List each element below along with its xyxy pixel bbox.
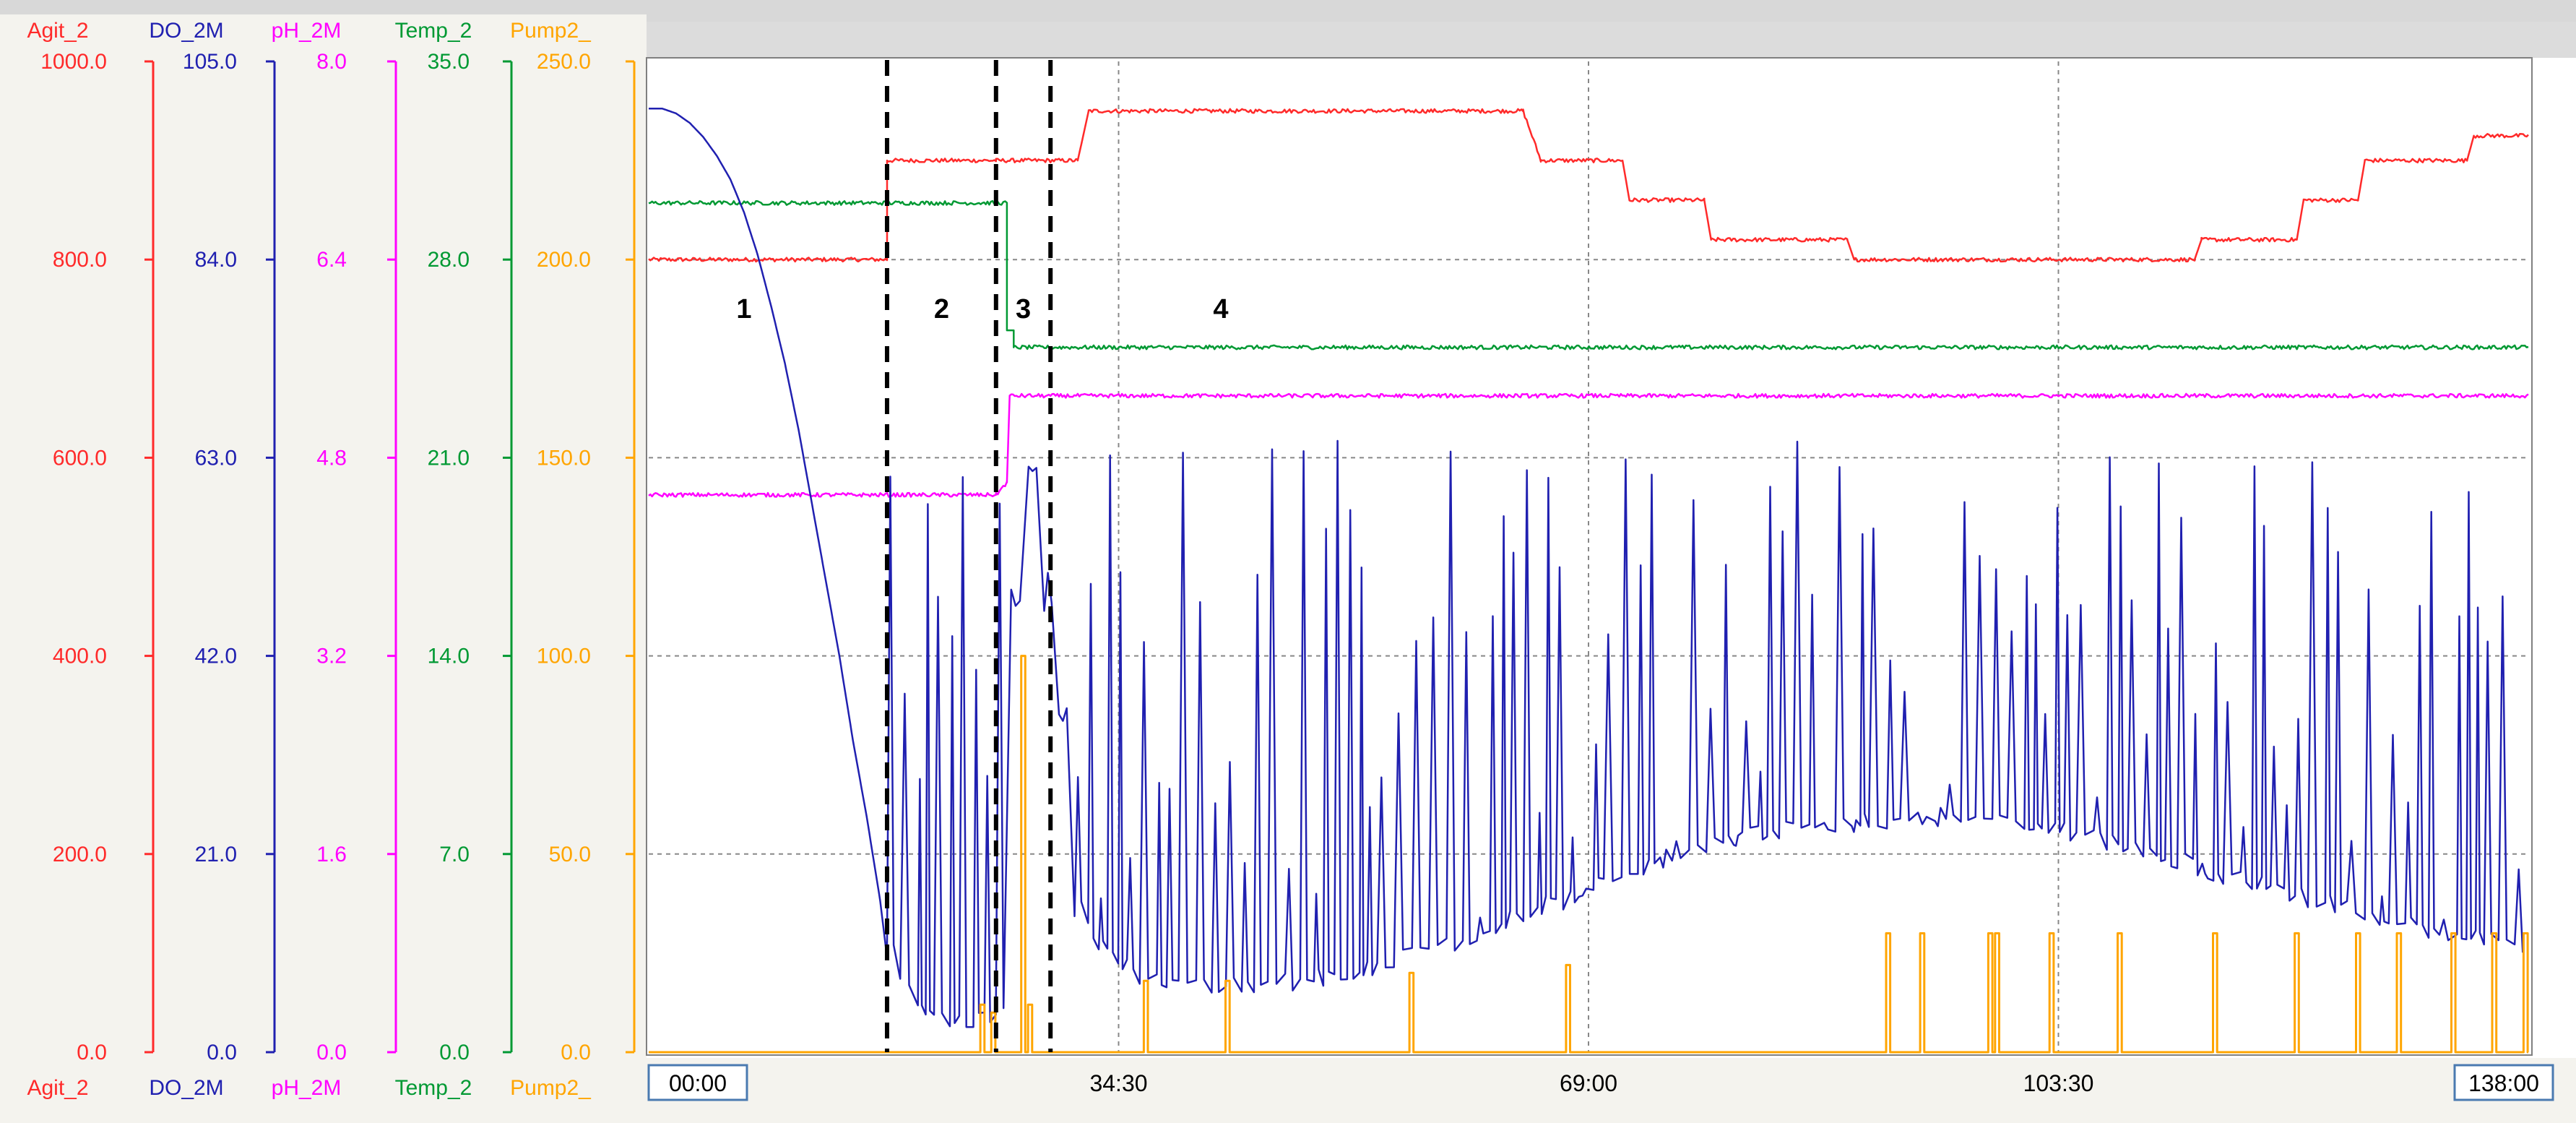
y-tick-label: 1000.0 — [40, 50, 107, 74]
y-tick-label: 42.0 — [195, 645, 237, 668]
phase-label: 3 — [1016, 294, 1031, 324]
phase-label: 2 — [934, 294, 949, 324]
time-axis-bar — [647, 1058, 2576, 1123]
y-tick-label: 7.0 — [439, 843, 470, 866]
y-tick-label: 21.0 — [428, 446, 470, 470]
y-tick-label: 800.0 — [53, 248, 107, 272]
y-tick-label: 6.4 — [316, 248, 347, 272]
y-tick-label: 1.6 — [316, 843, 347, 866]
y-tick-label: 250.0 — [537, 50, 591, 74]
y-tick-label: 28.0 — [428, 248, 470, 272]
time-start-box[interactable] — [647, 1064, 748, 1101]
x-tick-label: 34:30 — [1089, 1070, 1147, 1096]
y-tick-label: 600.0 — [53, 446, 107, 470]
x-tick-label: 69:00 — [1560, 1070, 1617, 1096]
x-tick-label: 00:00 — [669, 1070, 727, 1096]
y-tick-label: 50.0 — [549, 843, 591, 866]
time-axis: 00:00 34:30 69:00 103:30 138:00 — [647, 1064, 2554, 1101]
y-axis-title-bottom: pH_2M — [272, 1076, 342, 1100]
y-tick-label: 4.8 — [316, 446, 347, 470]
y-axis-title-bottom: Pump2_ — [510, 1076, 592, 1100]
y-axis-title-top: Pump2_ — [510, 19, 592, 43]
y-axis-title-top: DO_2M — [149, 19, 223, 43]
axis-panel — [0, 14, 647, 1123]
y-axis-temp-2: 35.0 28.0 21.0 14.0 7.0 0.0 Temp_2 Temp_2 — [395, 19, 513, 1100]
y-axis-do-2m: 105.0 84.0 63.0 42.0 21.0 0.0 DO_2M DO_2M — [149, 19, 276, 1100]
y-tick-label: 0.0 — [316, 1041, 347, 1064]
phase-markers: 1 2 3 4 — [736, 60, 1228, 1052]
y-axis-title-bottom: Agit_2 — [27, 1076, 88, 1100]
y-tick-label: 84.0 — [195, 248, 237, 272]
series-line-temp-2 — [648, 199, 2529, 350]
plot-header-bar — [647, 22, 2576, 58]
y-axis-title-top: Temp_2 — [395, 19, 472, 43]
series-line-agit-2 — [648, 108, 2529, 263]
y-axis-title-bottom: DO_2M — [149, 1076, 223, 1100]
y-axis-agit-2: 1000.0 800.0 600.0 400.0 200.0 0.0 Agit_2 Agit_… — [27, 19, 155, 1100]
y-tick-label: 63.0 — [195, 446, 237, 470]
series-line-pump2 — [649, 655, 2529, 1054]
y-tick-label: 21.0 — [195, 843, 237, 866]
y-tick-label: 100.0 — [537, 645, 591, 668]
y-tick-label: 0.0 — [207, 1041, 237, 1064]
y-tick-label: 35.0 — [428, 50, 470, 74]
x-tick-label: 138:00 — [2468, 1070, 2539, 1096]
series-layer — [648, 108, 2529, 1054]
y-tick-label: 200.0 — [53, 843, 107, 866]
y-axis-pump2: 250.0 200.0 150.0 100.0 50.0 0.0 Pump2_ Pump2_ — [510, 19, 636, 1100]
y-tick-label: 105.0 — [183, 50, 237, 74]
y-tick-label: 200.0 — [537, 248, 591, 272]
y-tick-label: 0.0 — [77, 1041, 107, 1064]
y-axes: 1000.0 800.0 600.0 400.0 200.0 0.0 Agit_2 Agit_… — [27, 19, 636, 1100]
phase-label: 1 — [736, 294, 751, 324]
y-tick-label: 14.0 — [428, 645, 470, 668]
y-tick-label: 150.0 — [537, 446, 591, 470]
y-tick-label: 0.0 — [439, 1041, 470, 1064]
y-tick-label: 400.0 — [53, 645, 107, 668]
y-axis-ph-2m: 8.0 6.4 4.8 3.2 1.6 0.0 pH_2M pH_2M — [272, 19, 397, 1100]
x-tick-label: 103:30 — [2023, 1070, 2094, 1096]
y-tick-label: 3.2 — [316, 645, 347, 668]
y-tick-label: 8.0 — [316, 50, 347, 74]
y-axis-title-bottom: Temp_2 — [395, 1076, 472, 1100]
time-end-box[interactable] — [2453, 1064, 2554, 1101]
y-axis-title-top: pH_2M — [272, 19, 342, 43]
series-line-do-2m — [649, 108, 2524, 1028]
phase-label: 4 — [1213, 294, 1228, 324]
y-tick-label: 0.0 — [561, 1041, 591, 1064]
y-axis-title-top: Agit_2 — [27, 19, 88, 43]
